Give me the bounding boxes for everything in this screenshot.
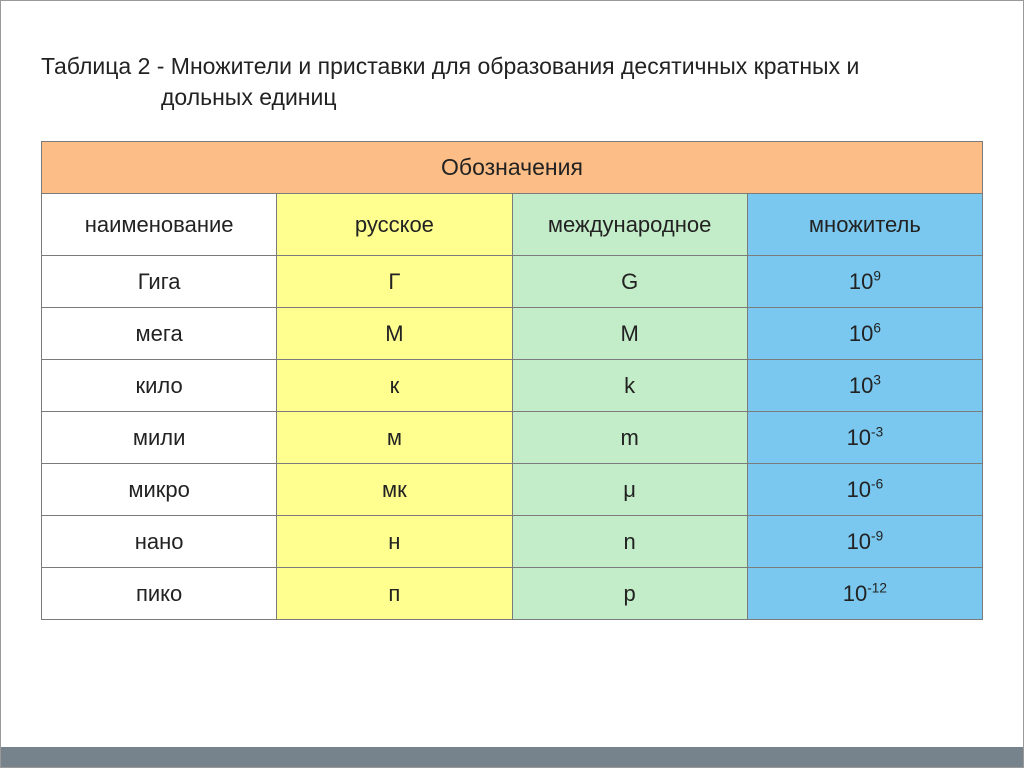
prefixes-table: Обозначения наименование русское междуна… [41,141,983,620]
multiplier-exponent: 3 [873,372,881,387]
cell-multiplier: 106 [747,308,982,360]
table-row: мегаМM106 [42,308,983,360]
multiplier-exponent: -6 [871,476,883,491]
multiplier-exponent: -12 [867,580,887,595]
cell-multiplier: 10-9 [747,516,982,568]
cell-russian: п [277,568,512,620]
cell-russian: М [277,308,512,360]
cell-multiplier: 103 [747,360,982,412]
cell-multiplier: 10-12 [747,568,982,620]
cell-russian: мк [277,464,512,516]
table-row: микромкμ10-6 [42,464,983,516]
table-row: милимm10-3 [42,412,983,464]
cell-name: кило [42,360,277,412]
cell-multiplier: 10-6 [747,464,982,516]
multiplier-exponent: 9 [873,268,881,283]
title-line-2: дольных единиц [41,82,983,113]
cell-international: p [512,568,747,620]
multiplier-base: 10 [849,373,873,398]
table-row: килокk103 [42,360,983,412]
table-header-top-row: Обозначения [42,142,983,194]
cell-name: Гига [42,256,277,308]
cell-name: мили [42,412,277,464]
header-russian: русское [277,194,512,256]
table-title: Таблица 2 - Множители и приставки для об… [41,51,983,113]
cell-russian: к [277,360,512,412]
multiplier-base: 10 [843,581,867,606]
table-row: нанонn10-9 [42,516,983,568]
table-header-sub-row: наименование русское международное множи… [42,194,983,256]
multiplier-exponent: -9 [871,528,883,543]
header-international: международное [512,194,747,256]
cell-russian: н [277,516,512,568]
cell-multiplier: 10-3 [747,412,982,464]
table-body: ГигаГG109мегаМM106килокk103милимm10-3мик… [42,256,983,620]
cell-international: m [512,412,747,464]
header-top: Обозначения [42,142,983,194]
cell-name: нано [42,516,277,568]
multiplier-base: 10 [847,477,871,502]
multiplier-base: 10 [849,269,873,294]
cell-international: μ [512,464,747,516]
cell-name: мега [42,308,277,360]
cell-international: n [512,516,747,568]
table-row: ГигаГG109 [42,256,983,308]
multiplier-base: 10 [849,321,873,346]
slide-footer-bar [1,747,1023,767]
cell-international: k [512,360,747,412]
title-line-1: Таблица 2 - Множители и приставки для об… [41,53,859,79]
table-row: пикопp10-12 [42,568,983,620]
header-multiplier: множитель [747,194,982,256]
multiplier-exponent: 6 [873,320,881,335]
multiplier-exponent: -3 [871,424,883,439]
cell-russian: м [277,412,512,464]
cell-multiplier: 109 [747,256,982,308]
header-name: наименование [42,194,277,256]
slide-container: Таблица 2 - Множители и приставки для об… [0,0,1024,768]
cell-russian: Г [277,256,512,308]
multiplier-base: 10 [847,425,871,450]
multiplier-base: 10 [847,529,871,554]
cell-name: микро [42,464,277,516]
cell-name: пико [42,568,277,620]
cell-international: G [512,256,747,308]
cell-international: M [512,308,747,360]
